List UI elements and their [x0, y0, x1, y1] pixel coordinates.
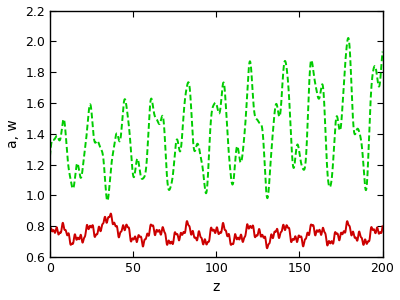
- Y-axis label: a, w: a, w: [6, 119, 20, 148]
- X-axis label: z: z: [212, 280, 220, 294]
